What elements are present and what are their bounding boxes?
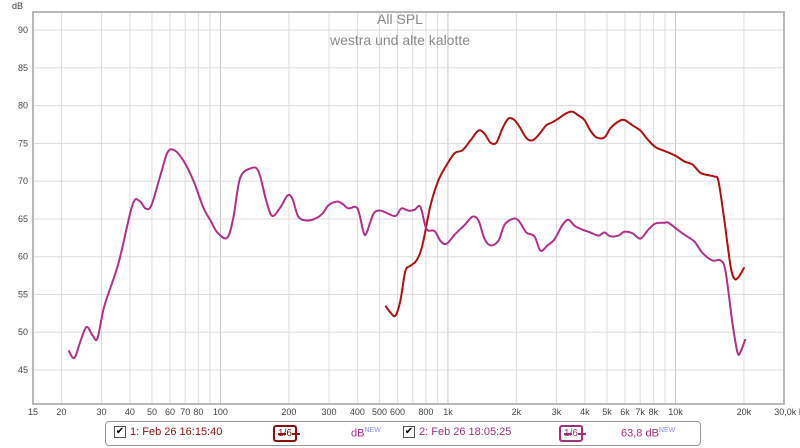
x-tick-label: 60 [165,407,175,417]
value-readout-2: 63,8 dBNEW [621,427,675,440]
legend-item-1: ✔ 1: Feb 26 16:15:40 [114,426,222,438]
x-tick-label: 20k [737,407,752,417]
y-tick-label: 90 [18,25,28,35]
x-tick-label: 400 [350,407,365,417]
x-tick-label: 40 [125,407,135,417]
checkbox-2[interactable]: ✔ [403,426,415,438]
x-tick-label: 800 [418,407,433,417]
x-tick-label: 5k [602,407,612,417]
x-tick-label: 8k [649,407,659,417]
plot-border [32,11,785,405]
y-axis-label: dB [12,1,23,11]
x-tick-label: 10k [668,407,683,417]
y-tick-label: 65 [18,214,28,224]
legend-label-2: 2: Feb 26 18:05:25 [419,426,512,438]
x-tick-label: 80 [193,407,203,417]
value-1: dB [351,427,365,440]
chart-title: All SPL [377,11,423,27]
smoothing-button-2[interactable]: 1/6 [559,425,586,442]
value-2: 63,8 dB [621,427,659,440]
plot-area [33,12,784,404]
badge-new-2: NEW [658,427,676,434]
x-tick-label: 30,0k Hz [774,407,800,417]
y-tick-label: 50 [18,327,28,337]
x-tick-label: 3k [552,407,562,417]
x-tick-label: 50 [147,407,157,417]
smoothing-label-2: 1/6 [564,428,578,439]
chart-subtitle: westra und alte kalotte [329,32,470,48]
smoothing-button-1[interactable]: 1/6 [273,425,300,442]
legend: ✔ 1: Feb 26 16:15:40 1/6 dBNEW ✔ 2: Feb … [105,421,701,446]
y-tick-label: 85 [18,63,28,73]
smoothing-label-1: 1/6 [278,428,292,439]
y-tick-label: 45 [18,365,28,375]
y-tick-label: 55 [18,289,28,299]
x-tick-label: 1k [443,407,453,417]
legend-item-2: ✔ 2: Feb 26 18:05:25 [403,426,511,438]
x-tick-label: 600 [390,407,405,417]
checkbox-1[interactable]: ✔ [114,426,126,438]
y-tick-label: 70 [18,176,28,186]
x-tick-label: 4k [580,407,590,417]
legend-label-1: 1: Feb 26 16:15:40 [130,426,223,438]
x-tick-label: 6k [620,407,630,417]
badge-new-1: NEW [364,427,381,434]
x-tick-label: 2k [512,407,522,417]
x-tick-label: 500 [372,407,387,417]
x-tick-label: 7k [635,407,645,417]
y-tick-label: 75 [18,138,28,148]
x-tick-label: 70 [180,407,190,417]
series-line-1 [384,110,746,318]
x-tick-label: 15 [28,407,38,417]
x-tick-label: 30 [96,407,106,417]
y-tick-label: 80 [18,101,28,111]
x-tick-label: 200 [281,407,296,417]
value-readout-1: dBNEW [351,427,381,440]
y-tick-label: 60 [18,252,28,262]
x-tick-label: 100 [213,407,228,417]
x-tick-label: 300 [321,407,336,417]
x-tick-label: 20 [56,407,66,417]
series-line-2 [67,148,747,360]
